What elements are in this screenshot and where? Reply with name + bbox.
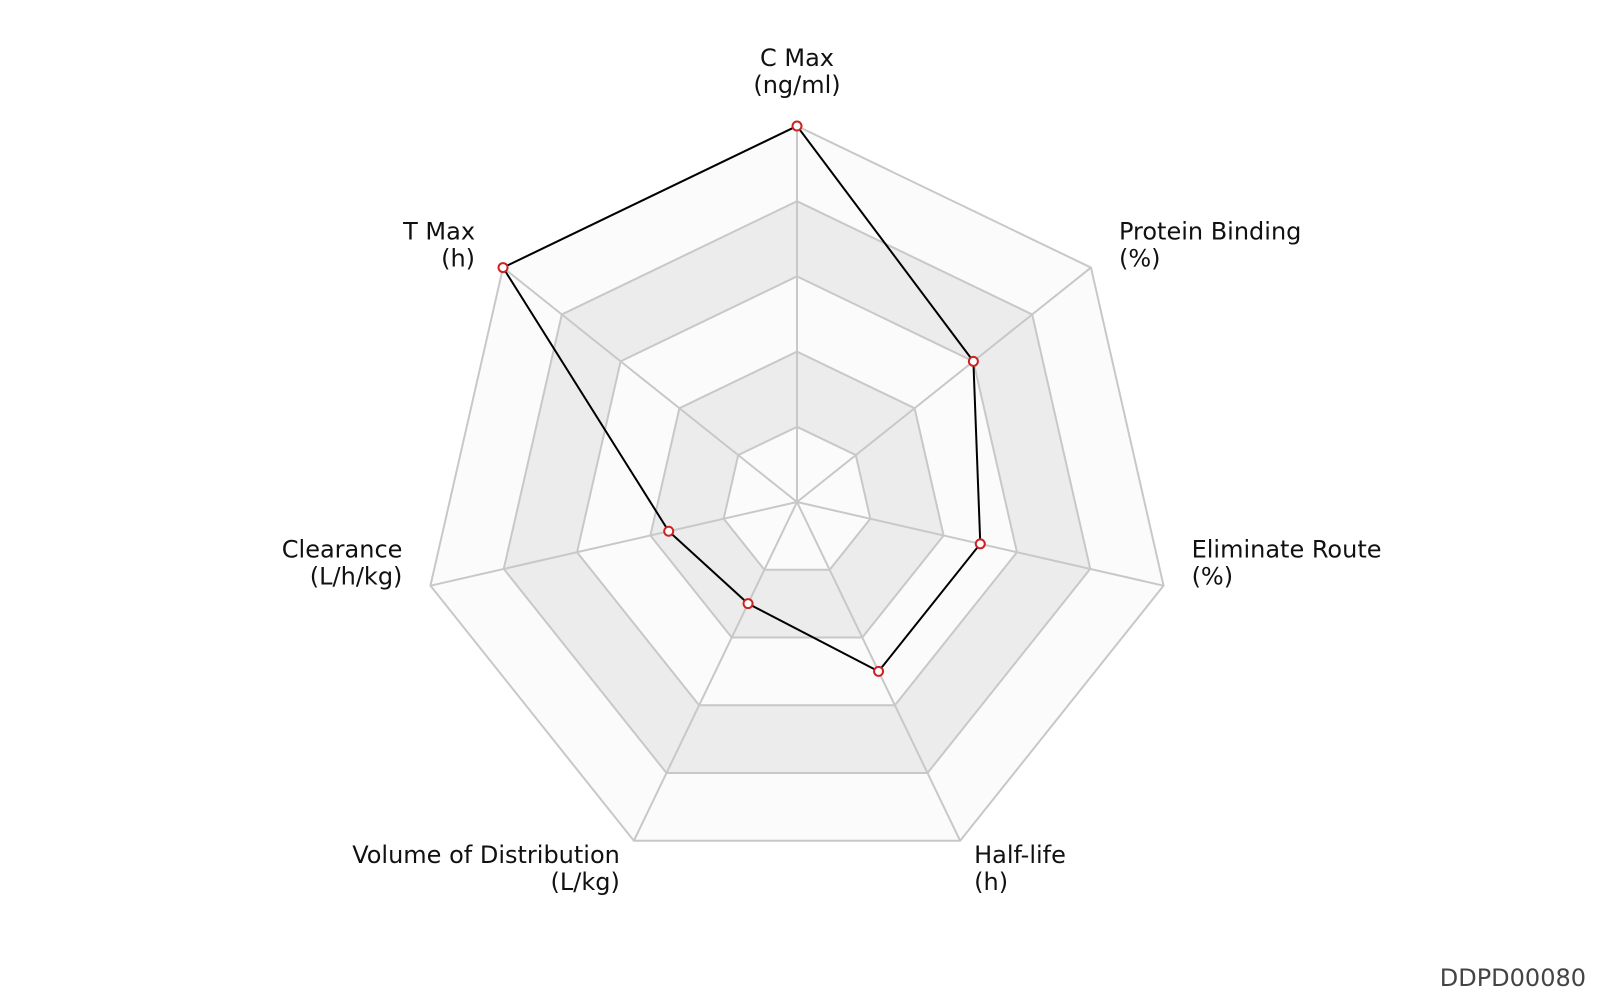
- axis-label-unit: (%): [1119, 245, 1161, 273]
- axis-label-unit: (L/kg): [551, 868, 620, 896]
- axis-label-unit: (ng/ml): [753, 71, 840, 99]
- chart-id-label: DDPD00080: [1439, 964, 1586, 992]
- data-point: [663, 525, 675, 537]
- grid-spoke: [430, 501, 798, 587]
- axis-label-unit: (L/h/kg): [310, 563, 403, 591]
- series-line: [501, 124, 982, 673]
- data-point: [967, 355, 979, 367]
- axis-label-unit: (h): [974, 868, 1008, 896]
- axis-label-name: Eliminate Route: [1192, 536, 1382, 564]
- axis-label-name: T Max: [402, 218, 475, 246]
- axis-label-name: Volume of Distribution: [352, 841, 620, 869]
- grid-spoke: [502, 266, 798, 503]
- axis-label-name: C Max: [760, 44, 834, 72]
- axis-label-unit: (h): [441, 245, 475, 273]
- data-point: [497, 262, 509, 274]
- data-point: [873, 665, 885, 677]
- axis-label-name: Protein Binding: [1119, 218, 1301, 246]
- axis-label-name: Clearance: [282, 536, 403, 564]
- data-point: [791, 120, 803, 132]
- axis-label-name: Half-life: [974, 841, 1066, 869]
- grid-spoke: [796, 266, 1092, 503]
- data-point: [974, 538, 986, 550]
- data-point: [742, 598, 754, 610]
- axis-label-unit: (%): [1192, 563, 1234, 591]
- grid-spoke: [632, 501, 798, 842]
